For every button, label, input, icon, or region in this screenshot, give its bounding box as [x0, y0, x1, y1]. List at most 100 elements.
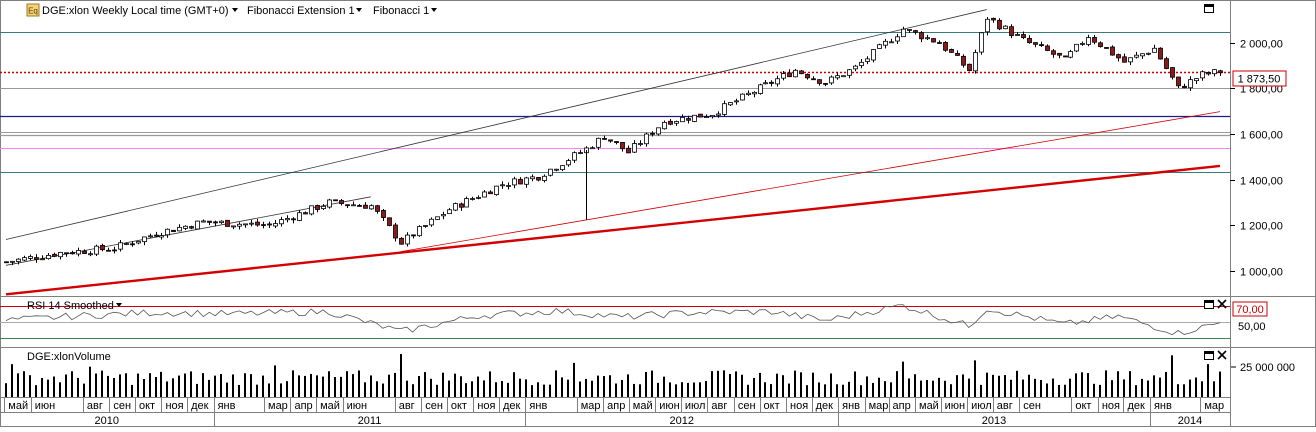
volume-bar	[735, 371, 737, 397]
study-fib-extension-label[interactable]: Fibonacci Extension 1	[247, 5, 355, 17]
volume-bar	[1123, 379, 1125, 397]
volume-bar	[47, 379, 49, 397]
volume-bar	[759, 372, 761, 397]
candle-down	[937, 42, 942, 44]
volume-bar	[424, 372, 426, 397]
candle-up	[177, 226, 182, 232]
month-label: авг	[399, 400, 415, 412]
price-panel-maximize-icon[interactable]	[1204, 4, 1214, 13]
volume-bar	[1147, 380, 1149, 397]
volume-bar	[794, 370, 796, 397]
volume-bar	[681, 382, 683, 397]
volume-bar	[1058, 384, 1060, 397]
volume-bar	[507, 382, 509, 397]
candle-down	[267, 223, 272, 226]
candle-up	[369, 205, 374, 210]
candle-down	[303, 212, 308, 215]
volume-bar	[986, 372, 988, 397]
candles	[4, 16, 1223, 266]
volume-bar	[101, 370, 103, 397]
volume-bar	[370, 375, 372, 397]
volume-bar	[914, 374, 916, 397]
candle-up	[464, 198, 469, 208]
candle-up	[231, 225, 236, 228]
volume-bar	[770, 384, 772, 397]
candle-down	[961, 55, 966, 66]
month-label: июл	[685, 400, 706, 412]
rsi-maximize-icon[interactable]	[1204, 300, 1214, 309]
volume-bar	[938, 377, 940, 397]
volume-bar	[1040, 379, 1042, 397]
volume-bar	[149, 373, 151, 397]
volume-bar	[723, 370, 725, 397]
volume-bar	[980, 384, 982, 397]
volume-bar	[131, 384, 133, 397]
candle-down	[943, 42, 948, 51]
candle-down	[130, 243, 135, 246]
month-label: дек	[503, 400, 521, 412]
volume-bar	[699, 382, 701, 397]
volume-bar	[1141, 378, 1143, 397]
candle-down	[931, 38, 936, 43]
month-label: сен	[425, 400, 443, 412]
candle-down	[608, 139, 613, 142]
volume-bar	[388, 374, 390, 397]
eq-icon[interactable]	[26, 3, 40, 17]
month-label: сен	[1023, 400, 1041, 412]
candle-up	[985, 18, 990, 33]
study-fib-extension-dropdown-icon[interactable]	[356, 8, 362, 12]
volume-bar	[1028, 374, 1030, 397]
volume-close-icon[interactable]	[1217, 350, 1227, 360]
month-label: май	[919, 400, 939, 412]
volume-title[interactable]: DGE:xlonVolume	[27, 351, 111, 363]
volume-bar	[788, 383, 790, 397]
symbol-dropdown-icon[interactable]	[232, 8, 238, 12]
candle-up	[865, 58, 870, 62]
year-label: 2010	[95, 415, 119, 427]
volume-bar	[908, 378, 910, 397]
trendline	[5, 9, 987, 240]
rsi-dropdown-icon[interactable]	[116, 303, 122, 307]
symbol-label[interactable]: DGE:xlon Weekly Local time (GMT+0)	[42, 5, 229, 17]
volume-bar	[687, 382, 689, 397]
candle-up	[136, 241, 141, 244]
rsi-title[interactable]: RSI 14 Smoothed	[27, 300, 114, 312]
candle-up	[1194, 78, 1199, 82]
volume-maximize-icon[interactable]	[1204, 351, 1214, 360]
volume-bar	[950, 384, 952, 397]
volume-bar	[489, 371, 491, 397]
volume-bar	[627, 374, 629, 397]
candle-down	[650, 132, 655, 135]
candle-down	[1170, 67, 1175, 78]
candle-up	[853, 65, 858, 70]
month-label: мар	[869, 400, 889, 412]
volume-bar	[418, 376, 420, 397]
volume-bar	[1159, 377, 1161, 397]
volume-bar	[125, 373, 127, 397]
month-label: ноя	[1102, 400, 1120, 412]
volume-bar	[824, 384, 826, 397]
candle-down	[112, 249, 117, 252]
study-fibonacci-label[interactable]: Fibonacci 1	[373, 5, 429, 17]
candle-down	[620, 142, 625, 150]
volume-bar	[65, 374, 67, 397]
candle-up	[590, 147, 595, 150]
candle-up	[1074, 43, 1079, 52]
candle-down	[536, 177, 541, 181]
volume-bar	[573, 362, 575, 397]
volume-bar	[107, 375, 109, 397]
rsi-level-label: 70,00	[1236, 304, 1264, 316]
last-price-label: 1 873,50	[1238, 74, 1281, 86]
time-axis: май июн авг сен окт ноя дек янв мар апр май июн авг с…	[4, 397, 1224, 427]
candle-up	[1188, 79, 1193, 89]
volume-bar	[160, 371, 162, 397]
study-fibonacci-dropdown-icon[interactable]	[431, 8, 437, 12]
candle-down	[919, 32, 924, 40]
rsi-close-icon[interactable]	[1217, 299, 1227, 309]
candle-up	[441, 214, 446, 217]
candle-up	[10, 260, 15, 263]
volume-bar	[549, 384, 551, 397]
volume-bar	[244, 373, 246, 397]
chart-header: Eq DGE:xlon Weekly Local time (GMT+0) Fi…	[26, 3, 1214, 17]
